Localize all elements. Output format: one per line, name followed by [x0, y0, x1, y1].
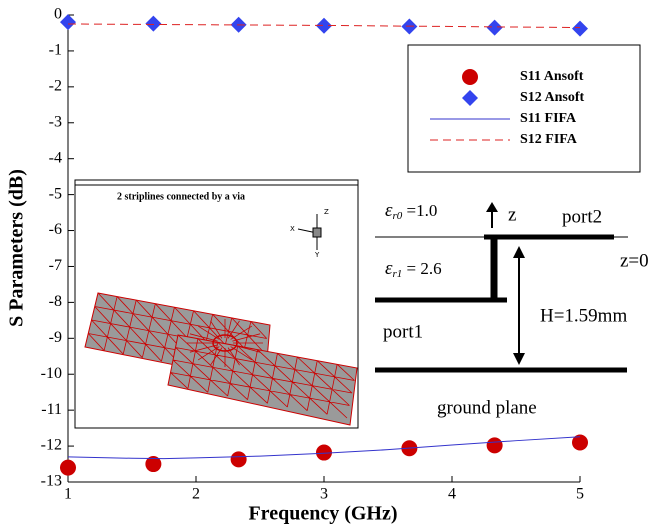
legend-label: S12 Ansoft [520, 90, 585, 105]
point [60, 460, 76, 476]
eps-sub: r1 [393, 268, 403, 280]
eps-sub: r0 [393, 210, 403, 222]
legend-box [408, 45, 640, 172]
x-tick-label: 3 [320, 486, 328, 503]
x-tick-label: 4 [448, 486, 456, 503]
legend-label: S12 FIFA [520, 132, 578, 147]
legend-label: S11 FIFA [520, 111, 577, 126]
y-tick-label: -8 [49, 293, 62, 310]
legend: S11 Ansoft S12 Ansoft S11 FIFA S12 FIFA [408, 45, 640, 172]
chart: Frequency (GHz) S Parameters (dB) S11 An… [0, 0, 653, 529]
y-axis-label: S Parameters (dB) [6, 169, 28, 327]
point [462, 69, 478, 85]
y-tick-label: 0 [54, 6, 62, 23]
triad-label: Y [314, 251, 320, 259]
legend-label: S11 Ansoft [520, 69, 584, 84]
y-tick-label: -2 [49, 78, 62, 95]
y-tick-label: -1 [49, 42, 62, 59]
triad-label: Z [324, 208, 329, 216]
inset: 2 striplines connected by a via Z X Y [75, 180, 358, 428]
height-label: H=1.59mm [540, 305, 627, 326]
eps-value: =1.0 [402, 201, 437, 220]
y-tick-label: -5 [49, 185, 62, 202]
y-tick-label: -6 [49, 221, 62, 238]
x-tick-label: 5 [576, 486, 584, 503]
port1-label: port1 [383, 321, 423, 342]
y-tick-label: -11 [41, 401, 62, 418]
point [231, 451, 247, 467]
ground-label: ground plane [437, 397, 537, 418]
y-tick-label: -10 [41, 365, 62, 382]
x-axis-label: Frequency (GHz) [248, 503, 397, 525]
y-tick-label: -3 [49, 113, 62, 130]
y-tick-label: -13 [41, 473, 62, 490]
y-tick-label: -9 [49, 329, 62, 346]
triad-label: X [290, 225, 295, 233]
eps-value: = 2.6 [402, 259, 441, 278]
y-tick-label: -7 [49, 257, 62, 274]
y-tick-label: -12 [41, 437, 62, 454]
x-tick-label: 2 [192, 486, 200, 503]
z-label: z [508, 204, 516, 225]
x-tick-label: 1 [64, 486, 72, 503]
inset-title: 2 striplines connected by a via [117, 191, 245, 202]
port2-label: port2 [562, 206, 602, 227]
y-tick-label: -4 [49, 149, 62, 166]
z0-label: z=0 [620, 250, 649, 271]
point [487, 437, 503, 453]
